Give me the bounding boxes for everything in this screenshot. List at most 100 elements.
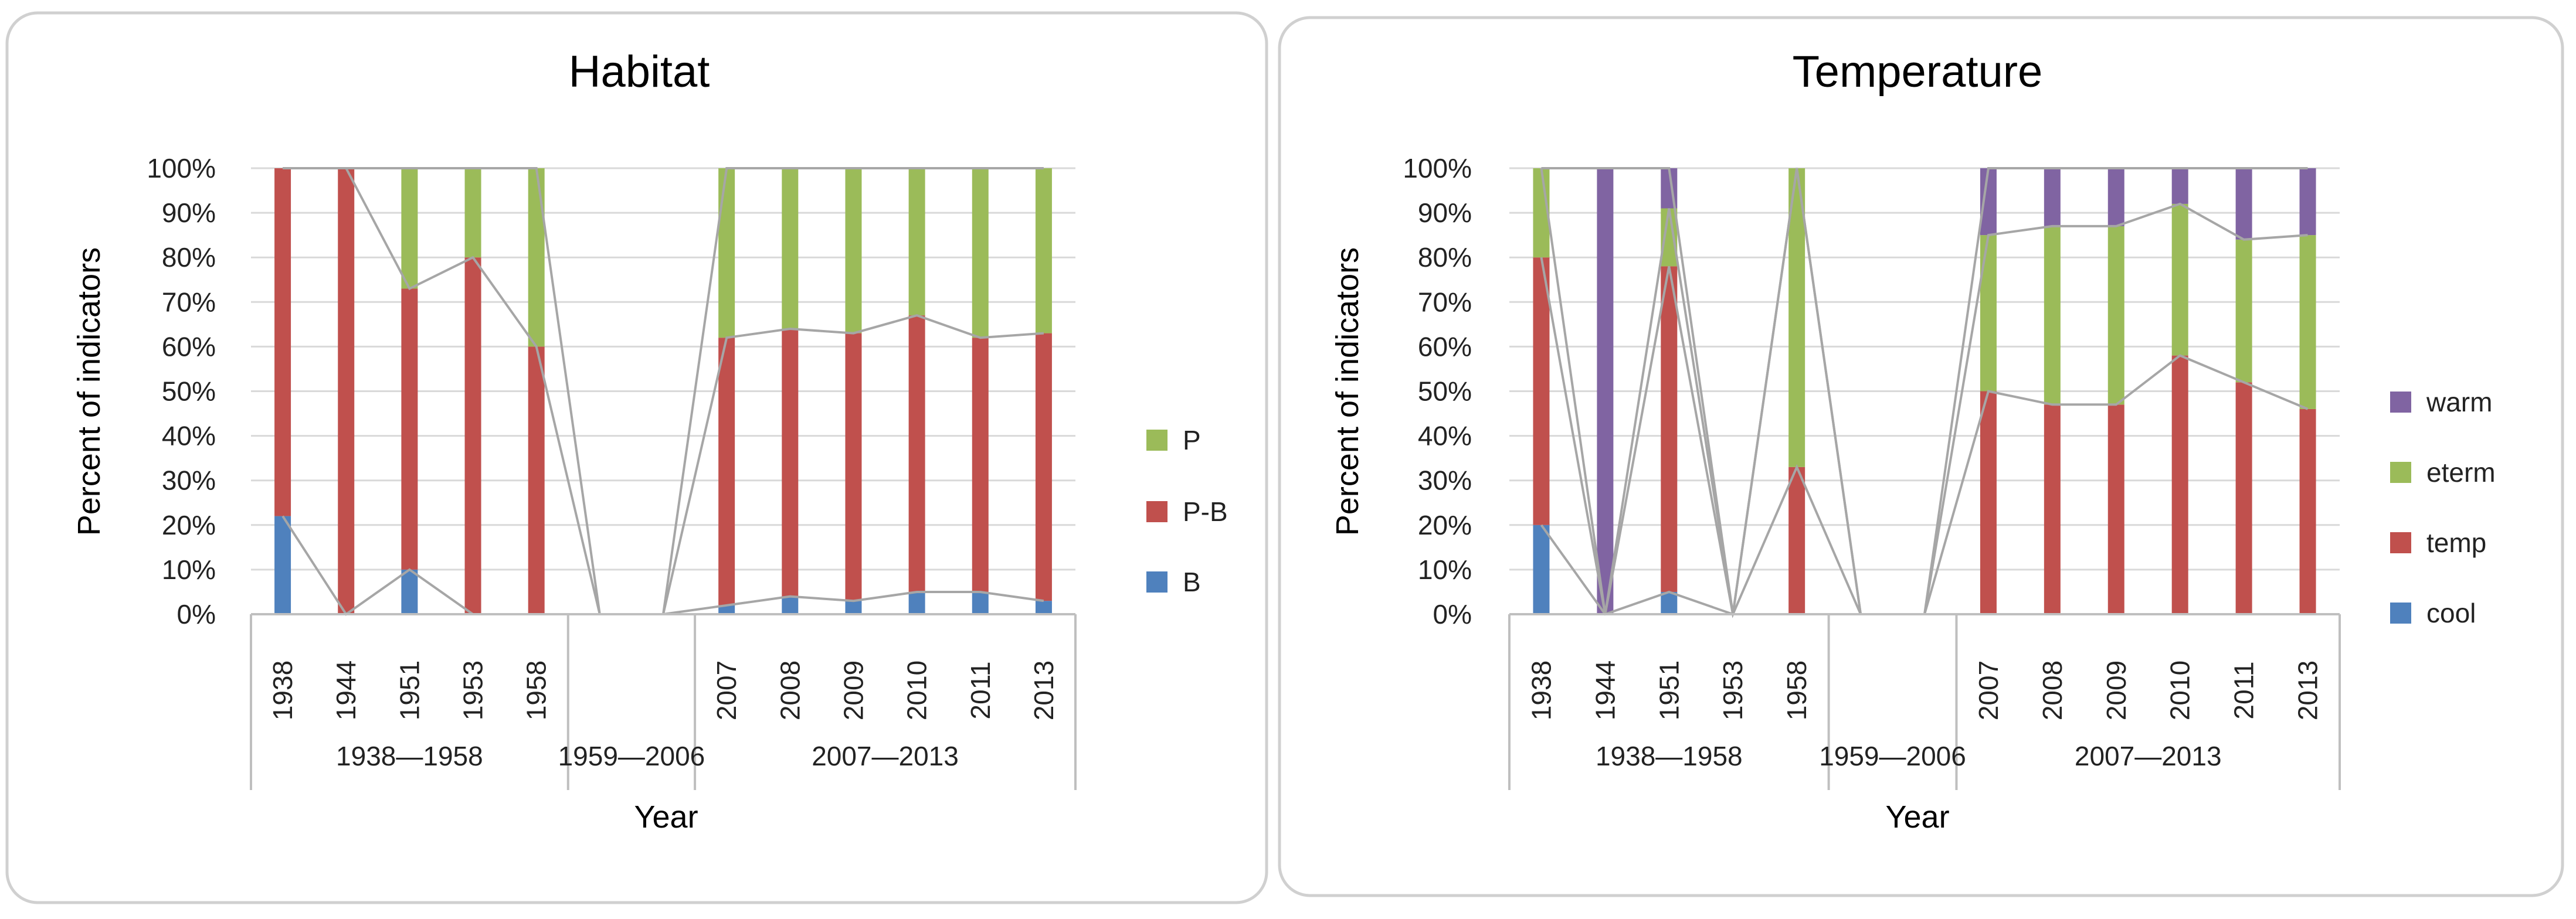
habitat-bar-p-b-1951 bbox=[401, 288, 418, 570]
habitat-legend-label-p: P bbox=[1183, 425, 1201, 455]
habitat-y-tick-label: 90% bbox=[162, 198, 216, 228]
temperature-x-axis-title: Year bbox=[1885, 799, 1949, 835]
temperature-y-tick-label: 90% bbox=[1418, 198, 1472, 228]
habitat-bar-b-2009 bbox=[845, 601, 862, 614]
temperature-y-tick-label: 10% bbox=[1418, 554, 1472, 585]
temperature-x-group-label: 1938—1958 bbox=[1596, 741, 1743, 771]
habitat-bar-b-2008 bbox=[782, 596, 799, 614]
temperature-bar-temp-2009 bbox=[2107, 404, 2124, 614]
temperature-legend-swatch-cool bbox=[2390, 603, 2411, 624]
habitat-bar-b-2010 bbox=[908, 591, 925, 614]
habitat-bar-p-b-2013 bbox=[1035, 333, 1052, 601]
temperature-x-tick-label: 2008 bbox=[2037, 661, 2068, 720]
temperature-bar-eterm-2007 bbox=[1980, 235, 1997, 392]
temperature-bar-eterm-2010 bbox=[2171, 203, 2188, 356]
habitat-x-tick-label: 1951 bbox=[394, 661, 425, 720]
habitat-x-tick-label: 1958 bbox=[521, 661, 552, 720]
habitat-bar-p-b-1944 bbox=[338, 168, 355, 614]
habitat-x-group-label: 2007—2013 bbox=[812, 741, 959, 771]
temperature-x-tick-label: 1953 bbox=[1718, 661, 1748, 720]
temperature-bar-eterm-1958 bbox=[1788, 168, 1805, 467]
temperature-bar-temp-2011 bbox=[2235, 382, 2252, 614]
habitat-bar-p-2007 bbox=[718, 168, 735, 338]
habitat-y-tick-label: 10% bbox=[162, 554, 216, 585]
temperature-y-tick-label: 0% bbox=[1433, 599, 1472, 629]
temperature-bar-temp-1938 bbox=[1533, 257, 1550, 525]
temperature-x-group-label: 2007—2013 bbox=[2075, 741, 2222, 771]
habitat-x-tick-label: 2008 bbox=[775, 661, 805, 720]
temperature-y-axis-title: Percent of indicators bbox=[1330, 247, 1365, 536]
habitat-x-tick-label: 1953 bbox=[458, 661, 488, 720]
temperature-x-tick-label: 1944 bbox=[1590, 661, 1620, 720]
temperature-legend: warm eterm temp cool bbox=[2390, 387, 2496, 628]
temperature-y-tick-label: 60% bbox=[1418, 331, 1472, 362]
temperature-legend-swatch-eterm bbox=[2390, 462, 2411, 483]
habitat-legend-label-p-b: P-B bbox=[1183, 496, 1228, 527]
habitat-bar-p-b-2009 bbox=[845, 333, 862, 601]
habitat-x-axis-title: Year bbox=[634, 799, 698, 835]
temperature-bar-warm-2010 bbox=[2171, 168, 2188, 204]
habitat-y-tick-label: 50% bbox=[162, 376, 216, 407]
habitat-bar-b-1938 bbox=[274, 516, 291, 614]
temperature-x-tick-label: 1938 bbox=[1526, 661, 1556, 720]
temperature-bar-eterm-2009 bbox=[2107, 226, 2124, 405]
habitat-y-tick-label: 80% bbox=[162, 242, 216, 273]
habitat-y-tick-label: 70% bbox=[162, 287, 216, 317]
habitat-legend-swatch-p bbox=[1146, 430, 1167, 451]
habitat-bar-p-2010 bbox=[908, 168, 925, 316]
temperature-legend-label-temp: temp bbox=[2426, 527, 2486, 558]
temperature-y-tick-label: 70% bbox=[1418, 287, 1472, 317]
habitat-bar-p-b-2011 bbox=[972, 338, 989, 592]
temperature-bar-warm-2011 bbox=[2235, 168, 2252, 240]
temperature-legend-label-cool: cool bbox=[2426, 598, 2476, 628]
habitat-legend-label-b: B bbox=[1183, 567, 1201, 597]
habitat-x-tick-label: 1938 bbox=[267, 661, 298, 720]
habitat-legend: P P-B B bbox=[1146, 425, 1228, 597]
temperature-x-tick-label: 2007 bbox=[1973, 661, 2004, 720]
habitat-y-tick-label: 0% bbox=[177, 599, 216, 629]
habitat-bar-p-2008 bbox=[782, 168, 799, 329]
temperature-bar-warm-2013 bbox=[2299, 168, 2316, 236]
habitat-chart: Habitat 0% 10% 20% 30% 40% 50% 60% 70% 80% 90% 100%… bbox=[72, 47, 1228, 835]
habitat-bar-p-1951 bbox=[401, 168, 418, 289]
habitat-bar-b-2011 bbox=[972, 591, 989, 614]
temperature-bar-eterm-2008 bbox=[2044, 226, 2061, 405]
habitat-x-tick-label: 2007 bbox=[711, 661, 742, 720]
temperature-y-tick-label: 100% bbox=[1403, 153, 1472, 183]
temperature-y-tick-label: 40% bbox=[1418, 421, 1472, 451]
temperature-bar-temp-2013 bbox=[2299, 409, 2316, 614]
temperature-legend-swatch-warm bbox=[2390, 392, 2411, 413]
temperature-bar-warm-1944 bbox=[1597, 168, 1614, 614]
habitat-chart-title: Habitat bbox=[569, 47, 710, 97]
habitat-legend-swatch-p-b bbox=[1146, 501, 1167, 522]
temperature-bar-temp-1958 bbox=[1788, 467, 1805, 614]
habitat-bar-p-1953 bbox=[464, 168, 481, 258]
habitat-x-tick-label: 2011 bbox=[965, 662, 996, 720]
temperature-chart: Temperature 0% 10% 20% 30% 40% 50% 60% 70% 80% 90%… bbox=[1330, 47, 2496, 835]
temperature-bar-cool-1938 bbox=[1533, 525, 1550, 614]
temperature-bar-eterm-2011 bbox=[2235, 239, 2252, 383]
temperature-x-tick-label: 1958 bbox=[1781, 661, 1812, 720]
temperature-bar-eterm-2013 bbox=[2299, 235, 2316, 409]
temperature-bars bbox=[1533, 168, 2316, 614]
habitat-y-tick-label: 40% bbox=[162, 421, 216, 451]
temperature-y-tick-label: 30% bbox=[1418, 465, 1472, 496]
temperature-y-tick-label: 80% bbox=[1418, 242, 1472, 273]
habitat-bars bbox=[274, 168, 1052, 614]
habitat-bar-b-2007 bbox=[718, 605, 735, 614]
habitat-bar-b-2013 bbox=[1035, 601, 1052, 614]
temperature-x-tick-label: 2010 bbox=[2165, 661, 2195, 720]
temperature-bar-temp-2007 bbox=[1980, 391, 1997, 614]
habitat-bar-b-1951 bbox=[401, 569, 418, 614]
temperature-y-tick-label: 20% bbox=[1418, 510, 1472, 540]
habitat-bar-p-b-2008 bbox=[782, 328, 799, 597]
habitat-bar-p-2009 bbox=[845, 168, 862, 333]
habitat-y-axis-title: Percent of indicators bbox=[72, 247, 107, 536]
habitat-bar-p-b-2010 bbox=[908, 315, 925, 592]
temperature-bar-warm-2009 bbox=[2107, 168, 2124, 226]
temperature-x-group-label: 1959—2006 bbox=[1819, 741, 1966, 771]
temperature-bar-warm-2008 bbox=[2044, 168, 2061, 226]
habitat-y-tick-label: 30% bbox=[162, 465, 216, 496]
temperature-legend-swatch-temp bbox=[2390, 532, 2411, 553]
habitat-y-tick-label: 100% bbox=[147, 153, 216, 183]
